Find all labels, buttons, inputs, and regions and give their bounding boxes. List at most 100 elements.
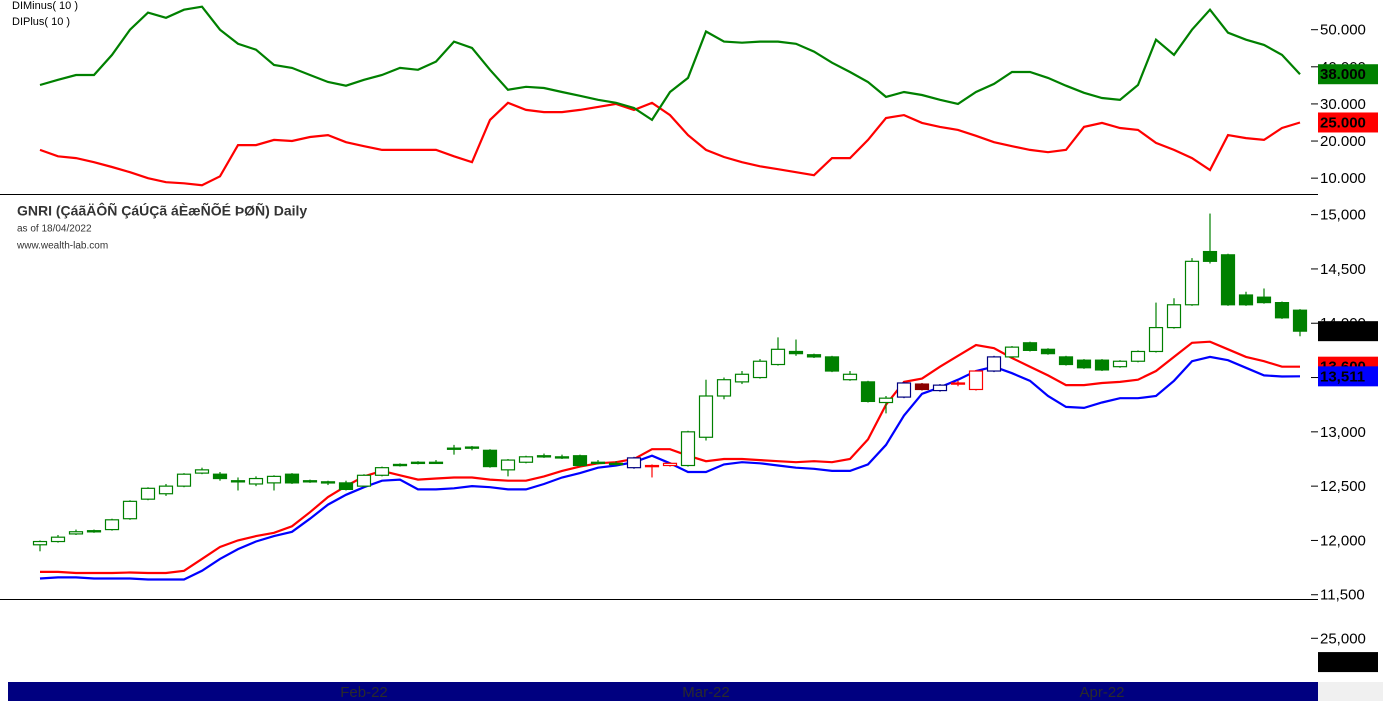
candle-body xyxy=(194,469,210,474)
candle-body xyxy=(554,456,570,459)
candle-body xyxy=(1220,254,1236,306)
chart-subtitle: as of 18/04/2022 xyxy=(17,224,92,235)
y-tick-label: 15,000 xyxy=(1320,207,1366,224)
candle-body xyxy=(842,373,858,381)
candle-body xyxy=(1022,342,1038,351)
candle-body xyxy=(374,467,390,476)
candle-body xyxy=(608,462,624,466)
last-value-box xyxy=(1318,321,1378,342)
x-tick-label: Apr-22 xyxy=(1079,684,1124,701)
candle-body xyxy=(1058,356,1074,366)
last-value-box xyxy=(1318,366,1378,387)
y-tick-label: 30.000 xyxy=(1320,96,1366,113)
last-value-label: 38.000 xyxy=(1320,66,1366,83)
legend-entry: DIPlus( 10 ) xyxy=(12,16,70,28)
candle-body xyxy=(68,531,84,535)
candle-body xyxy=(464,446,480,449)
candle-body xyxy=(500,459,516,471)
candle-body xyxy=(644,464,660,468)
source: www.wealth-lab.com xyxy=(16,241,108,252)
candle-body xyxy=(878,397,894,404)
candle-body xyxy=(968,370,984,391)
candle-body xyxy=(662,462,678,467)
candle-body xyxy=(302,480,318,483)
candle-body xyxy=(1166,304,1182,329)
candle-body xyxy=(230,480,246,483)
candle-body xyxy=(482,449,498,468)
line xyxy=(39,101,1301,187)
candle-body xyxy=(1094,359,1110,371)
date-axis-bar xyxy=(8,682,1318,701)
candle-body xyxy=(914,383,930,391)
axis-corner xyxy=(1318,682,1383,701)
candle-body xyxy=(320,481,336,484)
chart-title: GNRI (ÇáãÄÔÑ ÇáÚÇã áÈæÑÕÉ ÞØÑ) Daily xyxy=(17,202,307,219)
candle-body xyxy=(716,379,732,397)
candle-body xyxy=(122,500,138,520)
last-value-box xyxy=(1318,64,1378,85)
candle-body xyxy=(788,350,804,355)
candle-body xyxy=(860,381,876,403)
candle-body xyxy=(356,474,372,487)
y-tick-label: 10.000 xyxy=(1320,170,1366,187)
candle-body xyxy=(932,384,948,392)
candle-body xyxy=(1202,250,1218,262)
last-value-box xyxy=(1318,112,1378,133)
line xyxy=(39,5,1301,122)
y-tick-label: 25,000 xyxy=(1320,630,1366,647)
y-tick-label: 11,500 xyxy=(1320,587,1365,604)
candle-body xyxy=(518,456,534,463)
candle-body xyxy=(392,463,408,467)
last-value-label: 25.000 xyxy=(1320,114,1366,131)
candle-body xyxy=(626,457,642,469)
candle-body xyxy=(248,477,264,485)
candle-body xyxy=(104,519,120,531)
candle-body xyxy=(986,356,1002,372)
candle-body xyxy=(806,354,822,358)
candle-body xyxy=(950,382,966,385)
candle-body xyxy=(1238,294,1254,306)
candle-body xyxy=(32,540,48,546)
legend-entry: DIMinus( 10 ) xyxy=(12,0,78,12)
candle-body xyxy=(1004,346,1020,358)
candle-body xyxy=(284,473,300,484)
candle-body xyxy=(1040,348,1056,355)
last-value-label: 11,074 xyxy=(1320,654,1366,671)
y-tick-label: 12,000 xyxy=(1320,532,1366,549)
candle-body xyxy=(410,461,426,465)
candle-body xyxy=(734,373,750,383)
y-tick-label: 20.000 xyxy=(1320,133,1366,150)
candle-body xyxy=(176,473,192,487)
candle-body xyxy=(770,348,786,366)
candle-body xyxy=(50,536,66,543)
candle-body xyxy=(1256,296,1272,304)
candle-body xyxy=(446,447,462,450)
x-tick-label: Mar-22 xyxy=(682,684,730,701)
last-value-label: 13,511 xyxy=(1320,368,1365,385)
candle-body xyxy=(572,455,588,467)
candle-body xyxy=(1274,302,1290,319)
y-tick-label: 14,500 xyxy=(1320,261,1366,278)
candle-body xyxy=(1292,309,1308,332)
candle-body xyxy=(140,487,156,500)
last-value-box xyxy=(1318,652,1378,673)
candle-body xyxy=(266,475,282,484)
x-tick-label: Feb-22 xyxy=(340,684,388,701)
candle-body xyxy=(1112,360,1128,368)
y-tick-label: 13,000 xyxy=(1320,424,1366,441)
candle-body xyxy=(338,482,354,490)
candle-body xyxy=(1148,326,1164,353)
line xyxy=(40,340,1300,575)
candle-body xyxy=(680,431,696,467)
candle-body xyxy=(1130,350,1146,362)
candle-body xyxy=(1076,359,1092,369)
y-tick-label: 50.000 xyxy=(1320,22,1366,39)
candle-body xyxy=(590,461,606,465)
candle-body xyxy=(212,473,228,480)
candle-body xyxy=(698,395,714,438)
last-value-label: 13,927 xyxy=(1320,323,1366,340)
y-tick-label: 12,500 xyxy=(1320,478,1366,495)
